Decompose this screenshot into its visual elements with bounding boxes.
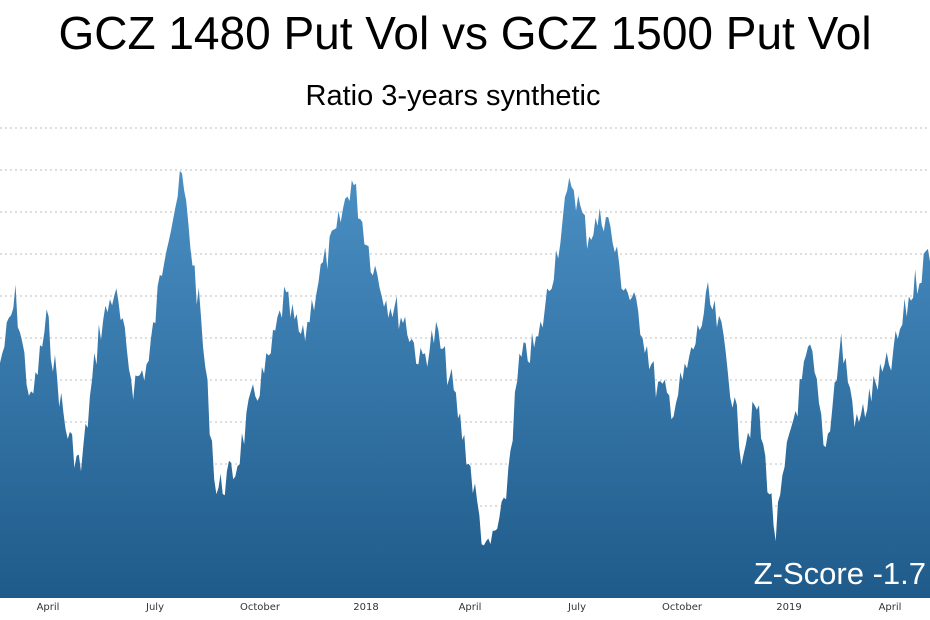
x-tick-label: October [662, 602, 703, 613]
x-tick-label: October [240, 602, 281, 613]
series-area-path [0, 171, 930, 598]
x-tick-label: April [879, 602, 902, 613]
x-axis: April July October 2018 April July October 2019… [37, 602, 902, 613]
x-tick-label: July [567, 602, 586, 613]
x-tick-label: April [459, 602, 482, 613]
chart-title: GCZ 1480 Put Vol vs GCZ 1500 Put Vol [58, 7, 872, 59]
series-area [0, 171, 930, 598]
x-tick-label: 2019 [776, 602, 801, 613]
x-tick-label: 2018 [353, 602, 378, 613]
x-tick-label: July [145, 602, 164, 613]
zscore-annotation: Z-Score -1.7 [753, 556, 926, 591]
chart-subtitle: Ratio 3-years synthetic [305, 80, 601, 112]
x-tick-label: April [37, 602, 60, 613]
